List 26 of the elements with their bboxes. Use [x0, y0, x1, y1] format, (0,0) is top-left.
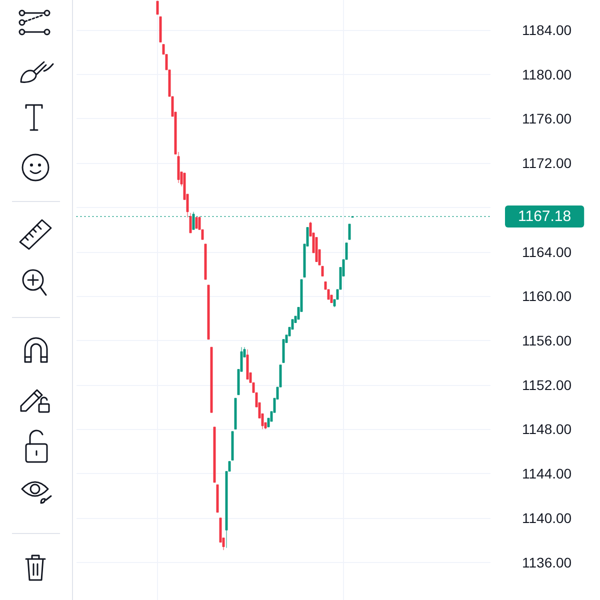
- y-tick-label: 1160.00: [522, 288, 572, 304]
- y-tick-label: 1140.00: [522, 510, 572, 526]
- candlestick: [216, 484, 219, 513]
- y-tick-label: 1152.00: [522, 376, 572, 393]
- y-tick-label: 1144.00: [522, 466, 572, 482]
- candlestick: [210, 346, 213, 413]
- candlestick: [231, 431, 234, 461]
- y-tick-label: 1172.00: [522, 155, 572, 172]
- y-tick-label: 1164.00: [522, 244, 572, 260]
- y-tick-label: 1180.00: [522, 66, 572, 82]
- candlestick: [207, 284, 210, 340]
- y-tick-label: 1176.00: [522, 110, 572, 127]
- candlestick: [348, 224, 351, 240]
- candlestick: [321, 266, 324, 276]
- y-tick-label: 1148.00: [522, 421, 572, 438]
- y-tick-label: 1156.00: [522, 332, 572, 348]
- y-tick-label: 1136.00: [522, 554, 572, 570]
- y-tick-label: 1184.00: [522, 22, 572, 38]
- candlestick: [246, 349, 249, 380]
- ref-line-label: 1167.18: [518, 208, 572, 225]
- candlestick: [204, 244, 207, 280]
- candlestick: [213, 426, 216, 483]
- candlestick: [234, 398, 237, 430]
- candlestick: [159, 16, 162, 42]
- candlestick: [195, 217, 198, 229]
- candlestick: [156, 0, 159, 15]
